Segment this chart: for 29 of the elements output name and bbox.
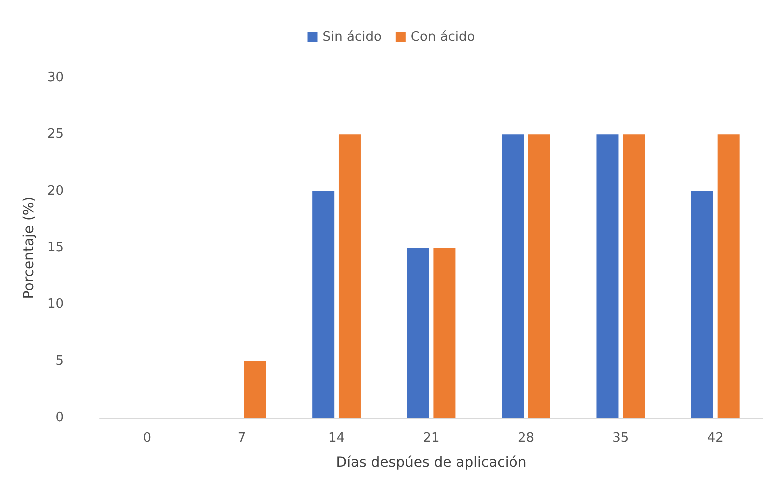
y-tick-label: 15 bbox=[47, 240, 64, 256]
bar bbox=[407, 248, 430, 418]
x-tick-label: 42 bbox=[707, 431, 724, 446]
x-tick-label: 28 bbox=[518, 431, 534, 446]
x-axis-title: Días despúes de aplicación bbox=[336, 455, 527, 471]
bar bbox=[691, 191, 714, 418]
bar bbox=[502, 134, 524, 418]
y-tick-label: 0 bbox=[56, 410, 64, 426]
bar bbox=[244, 361, 266, 418]
legend-label: Sin ácido bbox=[322, 30, 382, 45]
y-tick-label: 5 bbox=[56, 354, 64, 369]
y-tick-label: 30 bbox=[47, 70, 64, 86]
x-tick-label: 7 bbox=[238, 431, 246, 446]
y-tick-label: 25 bbox=[47, 127, 64, 142]
y-tick-label: 10 bbox=[47, 297, 64, 312]
bar bbox=[596, 134, 619, 418]
bar bbox=[528, 134, 550, 418]
bar bbox=[312, 191, 335, 418]
x-tick-label: 35 bbox=[612, 431, 630, 446]
bar bbox=[338, 134, 361, 418]
y-tick-label: 20 bbox=[47, 184, 64, 199]
bar bbox=[718, 134, 740, 418]
bar bbox=[434, 248, 456, 418]
legend-label: Con ácido bbox=[410, 30, 476, 45]
x-tick-label: 0 bbox=[143, 431, 152, 446]
x-tick-label: 14 bbox=[328, 431, 346, 446]
y-axis-title: Porcentaje (%) bbox=[22, 196, 38, 300]
x-tick-label: 21 bbox=[423, 431, 440, 446]
bar bbox=[623, 134, 646, 418]
